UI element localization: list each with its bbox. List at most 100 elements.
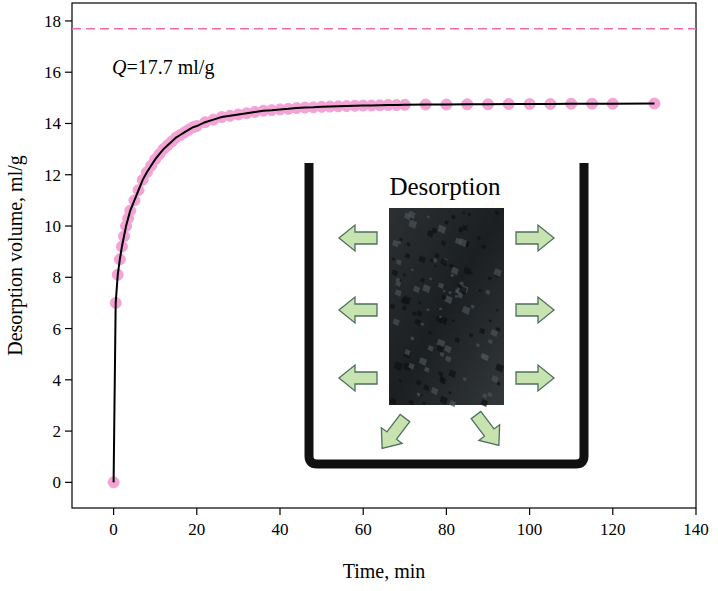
coal-grain: [495, 363, 504, 372]
x-tick-label: 120: [600, 520, 626, 539]
coal-grain: [405, 253, 411, 259]
x-tick: [695, 508, 696, 515]
coal-grain: [451, 319, 454, 323]
coal-grain: [459, 238, 468, 247]
coal-grain: [451, 267, 459, 275]
coal-grain: [468, 213, 471, 217]
x-tick: [113, 508, 114, 515]
coal-grain: [439, 307, 442, 310]
y-tick: [65, 225, 72, 226]
coal-grain: [431, 387, 439, 395]
plot-frame: [72, 3, 696, 508]
coal-grain: [428, 331, 431, 334]
coal-grain: [462, 306, 470, 315]
y-tick-label: 16: [44, 63, 61, 82]
coal-grain: [477, 236, 481, 240]
arrow: [516, 297, 554, 323]
y-tick-label: 0: [53, 473, 62, 492]
y-tick: [65, 328, 72, 329]
coal-grain: [488, 276, 492, 281]
coal-grain: [392, 240, 399, 248]
y-tick: [65, 20, 72, 21]
x-tick-label: 80: [438, 520, 455, 539]
coal-grain: [418, 301, 421, 304]
coal-grain: [487, 392, 492, 397]
coal-grain: [399, 238, 403, 242]
y-tick-label: 14: [44, 114, 62, 133]
coal-grain: [463, 377, 467, 381]
arrow: [339, 365, 377, 391]
coal-grain: [408, 399, 413, 405]
x-tick: [446, 508, 447, 515]
coal-grain: [481, 244, 486, 249]
coal-grain: [479, 328, 485, 335]
coal-grain: [418, 255, 425, 263]
y-tick: [65, 482, 72, 483]
coal-grain: [496, 309, 499, 312]
inset-label: Desorption: [389, 173, 501, 200]
coal-grain: [403, 350, 411, 359]
coal-grain: [416, 392, 420, 396]
coal-grain: [476, 343, 480, 347]
coal-grain: [423, 402, 426, 405]
x-tick: [529, 508, 530, 515]
coal-grain: [394, 361, 403, 371]
coal-grain: [448, 370, 456, 379]
y-tick-label: 8: [53, 268, 62, 287]
coal-grain: [479, 289, 482, 292]
coal-grain: [450, 273, 454, 277]
coal-grain: [424, 367, 430, 373]
y-tick-label: 18: [44, 12, 61, 31]
coal-grain: [401, 297, 409, 305]
coal-grain: [458, 227, 463, 233]
data-group: [72, 29, 696, 488]
coal-grain: [399, 379, 402, 382]
chart: 020406080100120140024681012141618Time, m…: [0, 0, 718, 591]
coal-grain: [443, 290, 446, 293]
coal-grain: [494, 210, 499, 215]
coal-grain: [440, 258, 448, 266]
arrow: [516, 225, 554, 251]
y-tick: [65, 72, 72, 73]
y-tick: [65, 174, 72, 175]
coal-grain: [408, 363, 414, 370]
coal-grain: [440, 352, 445, 357]
coal-grain: [493, 268, 501, 277]
coal-grain: [406, 242, 410, 247]
coal-grain: [459, 286, 467, 295]
x-tick: [196, 508, 197, 515]
y-tick: [65, 277, 72, 278]
coal-grain: [436, 345, 444, 353]
arrow: [339, 225, 377, 251]
annotation: Q=17.7 ml/g: [112, 56, 214, 79]
coal-grain: [404, 349, 410, 356]
coal-grain: [390, 398, 397, 405]
x-tick-label: 40: [272, 520, 289, 539]
coal-grain: [413, 286, 420, 294]
coal-grain: [455, 295, 458, 298]
arrow: [516, 365, 554, 391]
coal-sample: [389, 208, 504, 405]
coal-grain: [497, 382, 501, 386]
coal-grain: [438, 282, 444, 289]
y-tick-label: 6: [53, 320, 62, 339]
coal-grain: [420, 278, 425, 283]
coal-grain: [449, 400, 456, 407]
coal-grain: [489, 319, 492, 322]
x-tick-label: 0: [109, 520, 118, 539]
coal-grain: [411, 268, 414, 271]
coal-grain: [441, 295, 446, 300]
coal-grain: [439, 396, 447, 405]
coal-grain: [404, 212, 411, 220]
y-tick: [65, 430, 72, 431]
coal-grain: [412, 311, 417, 316]
coal-grain: [469, 333, 473, 338]
y-axis-title: Desorption volume, ml/g: [4, 155, 27, 356]
arrow: [466, 407, 510, 453]
reference-line: [72, 28, 696, 30]
x-tick-label: 20: [188, 520, 205, 539]
coal-grain: [462, 211, 465, 214]
x-tick-label: 140: [683, 520, 709, 539]
coal-grain: [434, 264, 437, 267]
annotation-part: =17.7 ml/g: [126, 56, 214, 79]
